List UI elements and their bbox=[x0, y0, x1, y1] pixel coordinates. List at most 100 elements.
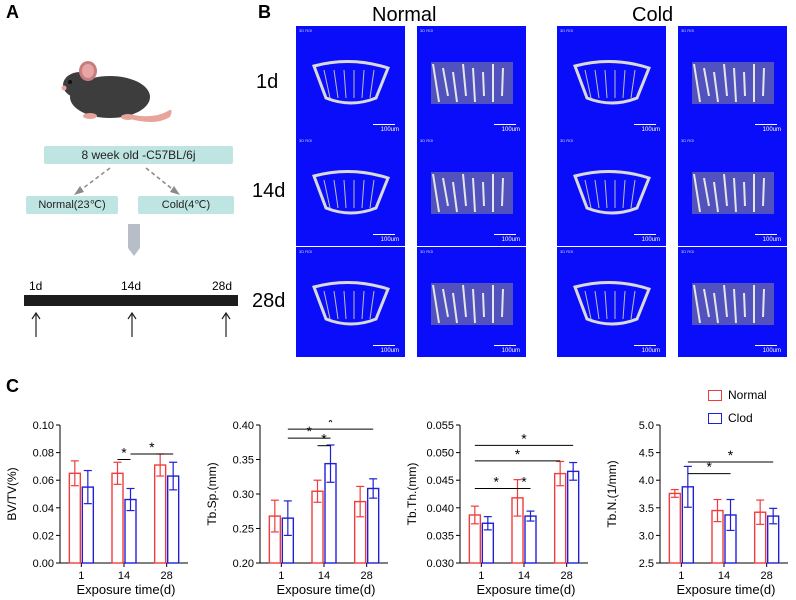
tile-tag: 3D ROI bbox=[299, 138, 313, 143]
microct-cold-1d-cross-section: 3D ROI 100um bbox=[557, 26, 666, 136]
timeline-label-14d: 14d bbox=[121, 279, 142, 293]
y-tick-label: 0.035 bbox=[426, 530, 454, 542]
x-tick-label: 1 bbox=[78, 570, 84, 582]
tile-tag: 3D ROI bbox=[420, 138, 434, 143]
y-tick-label: 0.045 bbox=[426, 475, 454, 487]
microct-normal-14d-side-view: 3D ROI 100um bbox=[417, 136, 526, 246]
y-tick-label: 0.030 bbox=[426, 558, 454, 570]
group-normal-label: Normal(23℃) bbox=[26, 196, 118, 214]
scale-label: 100um bbox=[380, 348, 399, 354]
y-tick-label: 4.5 bbox=[639, 448, 654, 460]
y-tick-label: 0.10 bbox=[33, 420, 54, 432]
chart-bv-tv: 0.00 0.02 0.04 0.06 0.08 0.10 1 14 28 * * BV/TV(%) E… bbox=[5, 420, 188, 597]
timeline-label-1d: 1d bbox=[29, 279, 43, 293]
tile-tag: 3D ROI bbox=[299, 28, 313, 33]
microct-normal-14d-cross-section: 3D ROI 100um bbox=[296, 136, 405, 246]
tile-tag: 3D ROI bbox=[681, 249, 695, 254]
group-header-normal: Normal bbox=[372, 4, 437, 26]
bar-clod bbox=[366, 487, 380, 564]
bar-normal bbox=[668, 492, 682, 564]
scale-bar bbox=[494, 234, 516, 235]
scale-bar bbox=[634, 234, 656, 235]
x-tick-label: 1 bbox=[678, 570, 684, 582]
microct-normal-1d-side-view: 3D ROI 100um bbox=[417, 26, 526, 136]
significance-star: * bbox=[493, 473, 499, 489]
bone-structure-image bbox=[312, 59, 390, 105]
microct-cold-28d-side-view: 3D ROI 100um bbox=[678, 247, 787, 357]
bone-structure-image bbox=[431, 62, 513, 104]
x-tick-label: 28 bbox=[361, 570, 373, 582]
legend-label-clod: Clod bbox=[728, 411, 753, 425]
x-tick-label: 14 bbox=[518, 570, 530, 582]
scale-label: 100um bbox=[380, 127, 399, 133]
scale-bar bbox=[373, 124, 395, 125]
microct-cold-1d-side-view: 3D ROI 100um bbox=[678, 26, 787, 136]
bone-structure-image bbox=[692, 172, 774, 214]
microct-normal-28d-side-view: 3D ROI 100um bbox=[417, 247, 526, 357]
significance-star: * bbox=[328, 420, 334, 430]
row-label-1d: 1d bbox=[256, 71, 279, 93]
scale-label: 100um bbox=[380, 237, 399, 243]
scale-label: 100um bbox=[762, 237, 781, 243]
x-axis-title: Exposure time(d) bbox=[277, 582, 376, 597]
tile-tag: 3D ROI bbox=[560, 28, 574, 33]
scale-label: 100um bbox=[501, 127, 520, 133]
up-arrow-icon bbox=[221, 311, 231, 337]
scale-bar bbox=[755, 345, 777, 346]
tile-tag: 3D ROI bbox=[420, 249, 434, 254]
y-tick-label: 0.20 bbox=[233, 558, 254, 570]
legend-swatch-clod bbox=[708, 413, 722, 424]
scale-bar bbox=[373, 234, 395, 235]
y-tick-label: 0.30 bbox=[233, 489, 254, 501]
bone-structure-image bbox=[692, 283, 774, 325]
chart-tb-n: 2.5 3.0 3.5 4.0 4.5 5.0 1 14 28 * * Tb.N.(1/mm) Expo… bbox=[605, 420, 788, 597]
scale-bar bbox=[755, 124, 777, 125]
x-tick-label: 28 bbox=[561, 570, 573, 582]
x-tick-label: 1 bbox=[278, 570, 284, 582]
row-label-14d: 14d bbox=[252, 180, 286, 202]
group-header-cold: Cold bbox=[632, 4, 674, 26]
x-axis-title: Exposure time(d) bbox=[477, 582, 576, 597]
x-tick-label: 14 bbox=[318, 570, 330, 582]
bar-clod bbox=[524, 515, 537, 564]
tile-tag: 3D ROI bbox=[560, 249, 574, 254]
microct-cold-14d-side-view: 3D ROI 100um bbox=[678, 136, 787, 246]
bar-clod bbox=[566, 470, 580, 564]
row-label-28d: 28d bbox=[252, 290, 286, 312]
chart-tb-sp: 0.200.250.300.350.401 14 28***Tb.Sp.(mm)Ex… bbox=[205, 420, 388, 597]
bone-structure-image bbox=[312, 169, 390, 215]
significance-star: * bbox=[706, 459, 712, 475]
tile-tag: 3D ROI bbox=[299, 249, 313, 254]
x-tick-label: 14 bbox=[118, 570, 130, 582]
tile-tag: 3D ROI bbox=[560, 138, 574, 143]
scale-label: 100um bbox=[641, 237, 660, 243]
y-axis-title: Tb.Th.(mm) bbox=[405, 463, 419, 526]
y-tick-label: 0.040 bbox=[426, 503, 454, 515]
panel-label-c: C bbox=[6, 376, 19, 396]
bone-structure-image bbox=[573, 59, 651, 105]
y-tick-label: 0.04 bbox=[33, 503, 54, 515]
x-axis-title: Exposure time(d) bbox=[77, 582, 176, 597]
bone-structure-image bbox=[573, 169, 651, 215]
strain-label: 8 week old -C57BL/6j bbox=[44, 146, 233, 164]
scale-label: 100um bbox=[641, 348, 660, 354]
up-arrow-icon bbox=[31, 311, 41, 337]
branch-arrows bbox=[74, 167, 180, 195]
panel-label-a: A bbox=[6, 2, 19, 22]
tile-tag: 3D ROI bbox=[420, 28, 434, 33]
significance-star: * bbox=[121, 445, 127, 461]
down-chevron-icon bbox=[128, 224, 140, 256]
microct-normal-1d-cross-section: 3D ROI 100um bbox=[296, 26, 405, 136]
y-tick-label: 0.06 bbox=[33, 475, 54, 487]
scale-bar bbox=[373, 345, 395, 346]
y-tick-label: 0.050 bbox=[426, 448, 454, 460]
bar-normal bbox=[111, 472, 124, 564]
up-arrow-icon bbox=[127, 311, 137, 337]
tile-tag: 3D ROI bbox=[681, 138, 695, 143]
y-tick-label: 0.02 bbox=[33, 530, 54, 542]
scale-label: 100um bbox=[762, 127, 781, 133]
y-tick-label: 0.35 bbox=[233, 455, 254, 467]
x-axis-title: Exposure time(d) bbox=[677, 582, 776, 597]
